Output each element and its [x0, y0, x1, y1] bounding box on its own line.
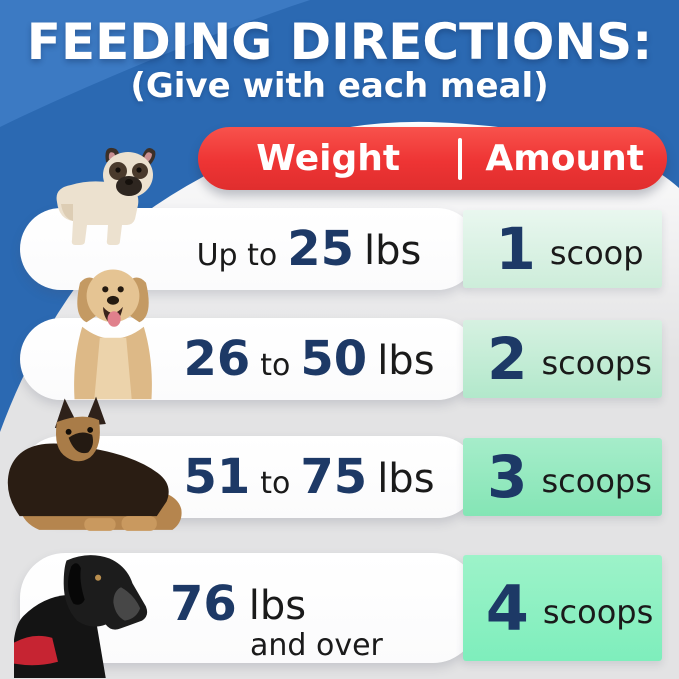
weight-unit: lbs — [377, 456, 435, 502]
amount-number: 4 — [485, 571, 529, 645]
german-shepherd-photo — [7, 396, 182, 531]
amount-unit: scoops — [542, 593, 654, 631]
amount-number: 3 — [487, 443, 528, 511]
weight-cell: Up to 25 lbs — [138, 208, 470, 290]
weight-unit: lbs — [248, 583, 307, 629]
great-dane-photo — [14, 555, 148, 678]
amount-number: 1 — [495, 215, 536, 283]
amount-cell: 2 scoops — [463, 320, 662, 398]
amount-unit: scoop — [549, 234, 644, 272]
weight-line2: and over — [250, 628, 383, 663]
weight-unit: lbs — [377, 338, 435, 384]
amount-cell: 3 scoops — [463, 438, 662, 516]
amount-cell: 4 scoops — [463, 555, 662, 661]
weight-column-header: Weight — [256, 138, 401, 179]
labrador-puppy-photo — [74, 269, 152, 400]
french-bulldog-photo — [56, 147, 156, 245]
weight-number: 51 — [183, 449, 251, 505]
amount-cell: 1 scoop — [463, 210, 662, 288]
weight-line1: 76 lbs — [170, 576, 306, 632]
amount-number: 2 — [487, 325, 528, 393]
weight-cell: 51 to 75 lbs — [138, 436, 470, 518]
light-blue-swoosh — [0, 0, 310, 127]
weight-cell: 26 to 50 lbs — [138, 318, 470, 400]
amount-column-header: Amount — [485, 138, 644, 179]
weight-number: 25 — [287, 221, 355, 277]
column-divider — [458, 137, 463, 180]
weight-prefix: Up to — [196, 237, 278, 273]
table-header-pill: Weight Amount — [198, 127, 667, 190]
weight-number: 76 — [170, 576, 237, 632]
page-subtitle: (Give with each meal) — [130, 66, 549, 106]
weight-number: 50 — [300, 331, 368, 387]
weight-cell: 76 lbs and over — [138, 553, 470, 663]
amount-unit: scoops — [541, 344, 652, 382]
page-title: FEEDING DIRECTIONS: — [26, 13, 653, 71]
amount-unit: scoops — [541, 462, 652, 500]
weight-number: 26 — [183, 331, 251, 387]
weight-connector: to — [260, 465, 291, 501]
weight-connector: to — [260, 347, 291, 383]
weight-unit: lbs — [364, 228, 422, 274]
weight-number: 75 — [300, 449, 368, 505]
